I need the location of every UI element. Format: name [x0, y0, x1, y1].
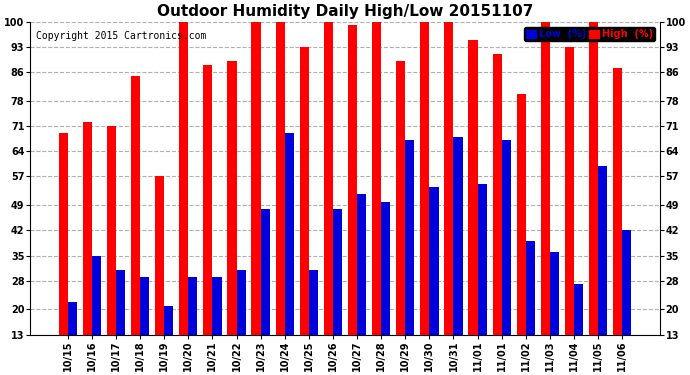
Bar [131, 76, 140, 375]
Bar [396, 61, 405, 375]
Bar [469, 40, 477, 375]
Bar [324, 22, 333, 375]
Bar [213, 277, 221, 375]
Bar [444, 22, 453, 375]
Bar [204, 65, 213, 375]
Bar [565, 47, 574, 375]
Bar [541, 22, 550, 375]
Bar [228, 61, 237, 375]
Bar [613, 69, 622, 375]
Bar [188, 277, 197, 375]
Bar [116, 270, 125, 375]
Bar [574, 284, 583, 375]
Bar [622, 230, 631, 375]
Bar [261, 209, 270, 375]
Bar [92, 255, 101, 375]
Bar [164, 306, 173, 375]
Bar [598, 166, 607, 375]
Legend: Low  (%), High  (%): Low (%), High (%) [524, 27, 656, 42]
Bar [502, 140, 511, 375]
Bar [517, 94, 526, 375]
Bar [381, 202, 391, 375]
Bar [237, 270, 246, 375]
Bar [493, 54, 502, 375]
Bar [140, 277, 149, 375]
Bar [309, 270, 318, 375]
Title: Outdoor Humidity Daily High/Low 20151107: Outdoor Humidity Daily High/Low 20151107 [157, 4, 533, 19]
Bar [275, 22, 285, 375]
Bar [357, 194, 366, 375]
Bar [251, 22, 261, 375]
Bar [333, 209, 342, 375]
Bar [526, 241, 535, 375]
Bar [477, 184, 486, 375]
Bar [429, 187, 439, 375]
Bar [68, 302, 77, 375]
Bar [299, 47, 309, 375]
Bar [420, 22, 429, 375]
Bar [372, 22, 381, 375]
Bar [453, 137, 462, 375]
Bar [155, 176, 164, 375]
Bar [589, 22, 598, 375]
Bar [179, 22, 188, 375]
Text: Copyright 2015 Cartronics.com: Copyright 2015 Cartronics.com [37, 31, 206, 41]
Bar [83, 122, 92, 375]
Bar [107, 126, 116, 375]
Bar [285, 133, 294, 375]
Bar [550, 252, 559, 375]
Bar [59, 133, 68, 375]
Bar [348, 26, 357, 375]
Bar [405, 140, 415, 375]
